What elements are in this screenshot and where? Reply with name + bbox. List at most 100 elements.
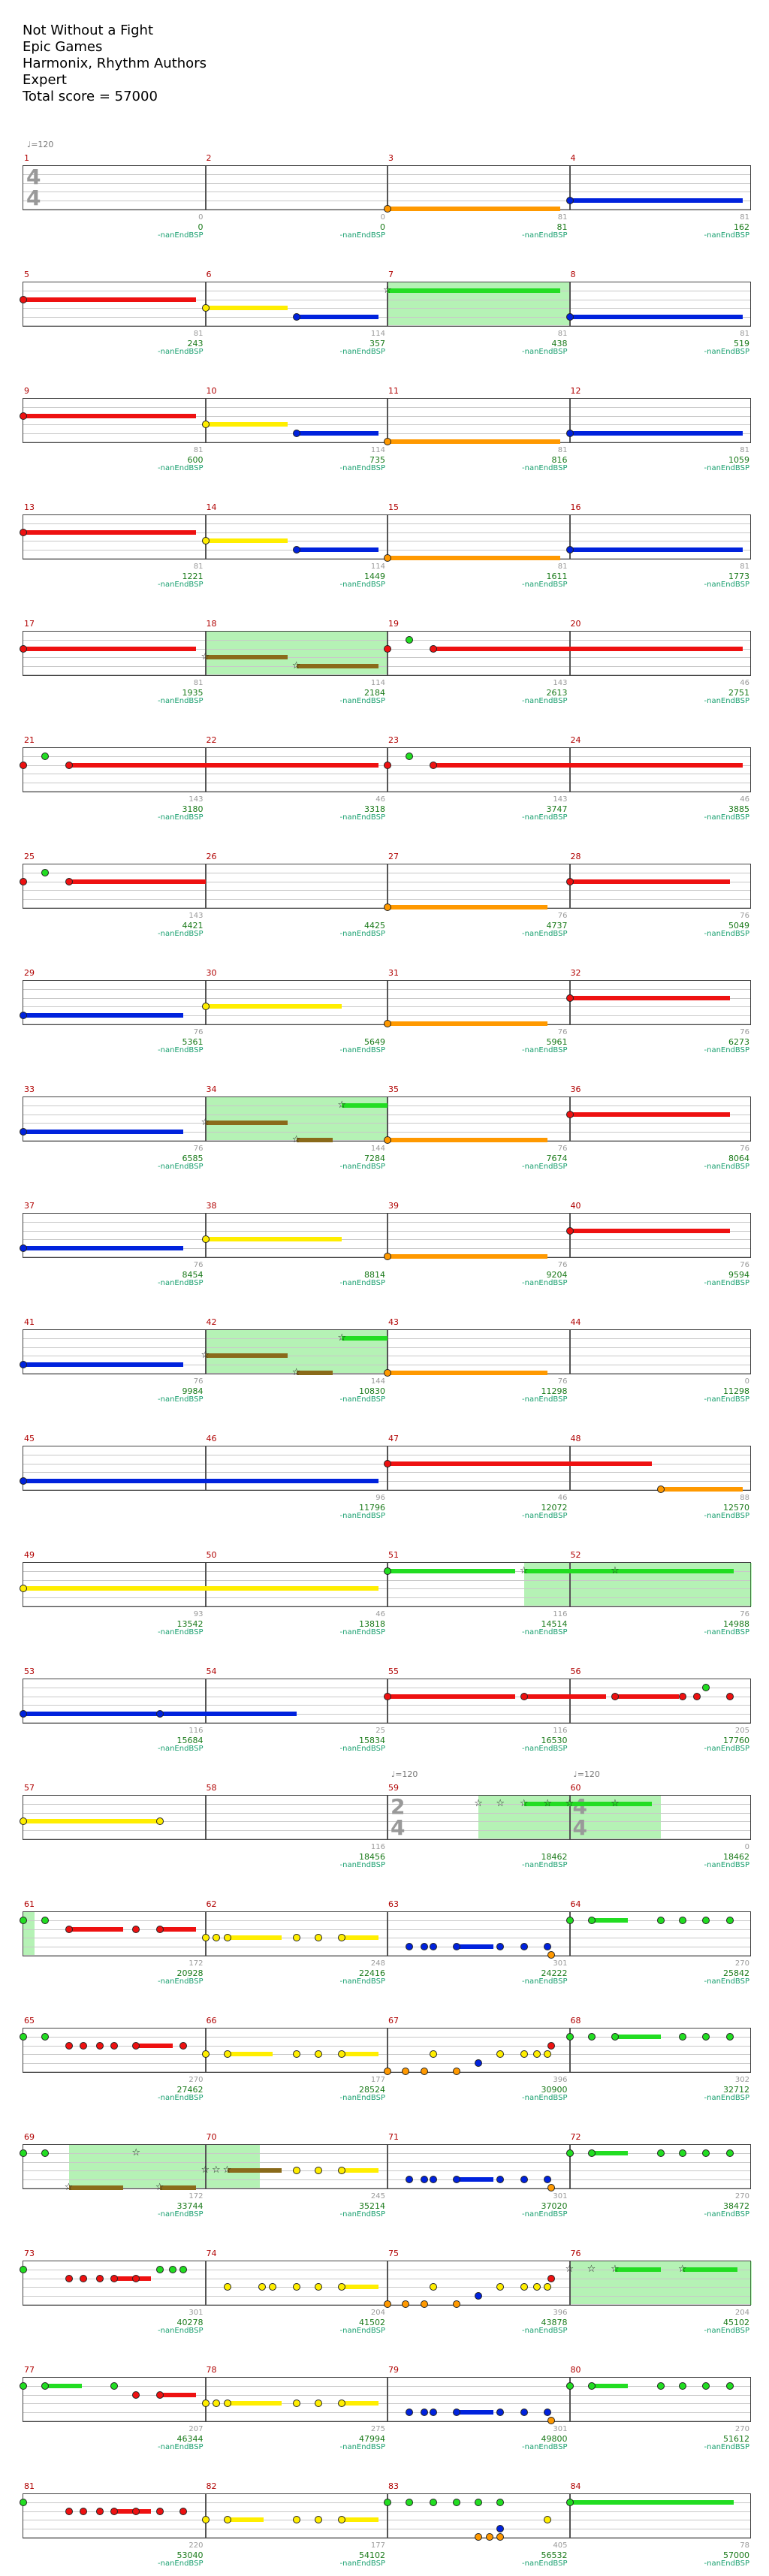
note-gem <box>168 2266 176 2273</box>
sustain-bar <box>296 314 378 319</box>
sustain-bar <box>23 1819 160 1823</box>
measure-sp-label: -nanEndBSP <box>704 1512 749 1520</box>
measure-note-count: 270 <box>734 1959 749 1968</box>
sustain-bar <box>523 1694 606 1699</box>
sustain-bar <box>615 2035 661 2039</box>
note-gem <box>406 1942 414 1950</box>
measure-cumulative-score: 243 <box>187 339 204 348</box>
bar-line <box>568 1912 571 1956</box>
measure-cumulative-score: 12072 <box>541 1503 568 1513</box>
note-gem <box>314 2516 322 2523</box>
note-gem <box>429 2050 437 2058</box>
sustain-bar <box>205 538 288 543</box>
sustain-bar <box>45 2384 82 2388</box>
measure-cumulative-score: 8064 <box>728 1154 749 1163</box>
note-gem <box>314 2283 322 2291</box>
sustain-bar <box>23 1245 184 1250</box>
measure-cumulative-score: 438 <box>551 339 568 348</box>
measure-note-count: 143 <box>553 679 568 687</box>
bar-line <box>204 1446 207 1490</box>
measure-sp-label: -nanEndBSP <box>339 1395 385 1404</box>
note-gem <box>725 1917 734 1924</box>
measure-staff <box>20 2028 751 2075</box>
measure-number: 58 <box>206 1783 217 1793</box>
sustain-bar <box>615 1802 652 1806</box>
note-gem <box>65 2507 73 2515</box>
note-gem <box>292 1934 300 1941</box>
note-gem <box>544 1942 552 1950</box>
sustain-bar <box>23 1362 184 1367</box>
measure-sp-label: -nanEndBSP <box>339 1163 385 1171</box>
sustain-bar <box>615 1694 679 1699</box>
note-gem <box>20 1709 27 1718</box>
sustain-bar <box>159 1711 297 1716</box>
measure-number: 52 <box>570 1550 581 1560</box>
measure-staff: 2 4 4 4 ☆ ☆ ☆ ☆ ☆ ☆ <box>20 1795 751 1840</box>
bar-line <box>204 1330 207 1374</box>
measure-cumulative-score: 3318 <box>364 804 385 814</box>
note-gem <box>544 2516 552 2523</box>
measure-sp-label: -nanEndBSP <box>704 231 749 240</box>
bar-line <box>387 2261 388 2305</box>
note-gem <box>41 753 50 760</box>
note-gem <box>110 2041 119 2050</box>
measure-number: 70 <box>206 2132 217 2142</box>
measure-cumulative-score: 13542 <box>176 1619 204 1629</box>
bar-line <box>204 1679 207 1723</box>
measure-cumulative-score: 16530 <box>541 1736 568 1745</box>
measure-cumulative-score: 8454 <box>182 1270 204 1280</box>
star-note: ☆ <box>587 2264 596 2275</box>
measure-cumulative-score: 4737 <box>546 921 568 931</box>
note-gem <box>384 1136 391 1144</box>
measure-sp-label: -nanEndBSP <box>339 1861 385 1869</box>
note-gem <box>402 2300 410 2308</box>
measure-staff: ☆ ☆ ☆ <box>20 1329 751 1377</box>
measure-number: 36 <box>570 1084 581 1094</box>
time-signature-numerator: 4 <box>26 164 41 189</box>
note-gem <box>429 644 437 653</box>
note-gem <box>384 554 391 562</box>
measure-note-count: 25 <box>375 1727 385 1735</box>
measure-number: 41 <box>24 1317 35 1327</box>
note-gem <box>565 429 574 437</box>
sustain-bar <box>388 439 561 444</box>
note-gem <box>384 1692 391 1700</box>
note-gem <box>429 1942 437 1950</box>
note-gem <box>565 877 574 885</box>
sustain-bar <box>569 879 730 884</box>
sustain-bar <box>23 1012 184 1018</box>
sustain-bar <box>227 2168 282 2173</box>
measure-number: 66 <box>206 2016 217 2026</box>
bar-line <box>204 632 207 675</box>
measure-number: 10 <box>206 386 217 396</box>
note-gem <box>384 1369 391 1377</box>
note-gem <box>292 429 300 437</box>
note-gem <box>565 2499 574 2506</box>
measure-number: 69 <box>24 2132 35 2142</box>
measure-cumulative-score: 8814 <box>364 1270 385 1280</box>
measure-note-count: 172 <box>188 2192 204 2200</box>
note-gem <box>496 2408 505 2416</box>
sustain-bar <box>159 2392 197 2397</box>
measure-number: 37 <box>24 1201 35 1211</box>
bar-line <box>568 399 571 442</box>
measure-note-count: 81 <box>557 330 568 338</box>
measure-sp-label: -nanEndBSP <box>522 581 568 589</box>
note-gem <box>420 2408 428 2416</box>
measure-staff <box>20 980 751 1027</box>
star-note: ☆ <box>611 1798 620 1809</box>
measure-sp-label: -nanEndBSP <box>704 2327 749 2335</box>
measure-sp-label: -nanEndBSP <box>522 1745 568 1753</box>
measure-cumulative-score: 14514 <box>541 1619 568 1629</box>
star-note: ☆ <box>565 1798 574 1809</box>
note-gem <box>155 1817 164 1825</box>
measure-sp-label: -nanEndBSP <box>704 2094 749 2102</box>
note-gem <box>532 2050 541 2058</box>
sustain-bar <box>388 1138 548 1142</box>
measure-number: 4 <box>570 153 576 163</box>
note-gem <box>656 2382 665 2390</box>
note-gem <box>292 2400 300 2407</box>
note-gem <box>41 2033 50 2041</box>
note-gem <box>179 2266 188 2273</box>
